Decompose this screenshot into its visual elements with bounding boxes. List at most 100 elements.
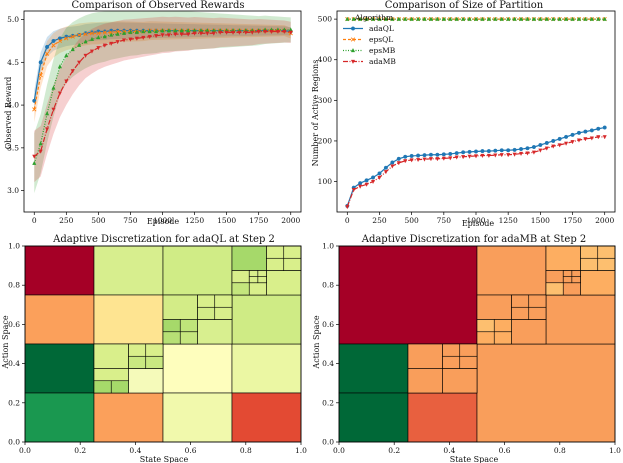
legend-entry: adaMB bbox=[369, 57, 396, 66]
data-point bbox=[493, 148, 498, 153]
data-point bbox=[134, 29, 139, 35]
data-point bbox=[77, 42, 82, 47]
data-point bbox=[396, 161, 401, 166]
data-point bbox=[557, 143, 562, 148]
region-cell bbox=[93, 392, 164, 443]
data-point bbox=[416, 16, 421, 21]
partition-chart-xlabel: Episode bbox=[462, 219, 495, 228]
data-point bbox=[154, 34, 159, 39]
region-cell bbox=[511, 294, 530, 308]
data-point bbox=[370, 179, 376, 184]
y-tick-label: 0.0 bbox=[8, 438, 20, 447]
data-point bbox=[128, 37, 133, 42]
data-point bbox=[531, 16, 536, 21]
data-point bbox=[370, 16, 376, 21]
region-cell bbox=[128, 343, 147, 357]
data-point bbox=[44, 51, 50, 56]
region-cell bbox=[179, 331, 198, 345]
data-point bbox=[422, 157, 427, 162]
data-point bbox=[480, 16, 485, 21]
region-cell bbox=[110, 380, 129, 394]
data-point bbox=[351, 188, 356, 193]
data-point bbox=[441, 152, 446, 157]
region-cell bbox=[511, 306, 530, 320]
data-point bbox=[589, 136, 594, 141]
region-cell bbox=[571, 270, 581, 277]
data-point bbox=[179, 28, 184, 33]
region-cell bbox=[476, 319, 495, 333]
y-tick-label: 3.5 bbox=[7, 143, 19, 152]
x-tick-label: 1000 bbox=[466, 216, 485, 225]
region-cell bbox=[476, 343, 616, 443]
data-point bbox=[350, 37, 356, 42]
region-cell bbox=[562, 270, 573, 277]
legend-entry: epsQL bbox=[369, 35, 393, 44]
region-cell bbox=[476, 331, 495, 345]
region-cell bbox=[257, 276, 267, 284]
data-point bbox=[102, 30, 107, 35]
x-tick-label: 250 bbox=[59, 216, 74, 225]
y-tick-label: 0.0 bbox=[322, 438, 334, 447]
data-point bbox=[435, 152, 440, 157]
data-point bbox=[473, 16, 479, 21]
data-point bbox=[486, 149, 491, 154]
region-cell bbox=[162, 294, 198, 320]
y-tick-label: 0.2 bbox=[322, 398, 334, 407]
adaql-heatmap-title: Adaptive Discretization for adaQL at Ste… bbox=[52, 234, 275, 245]
x-tick-label: 250 bbox=[372, 216, 387, 225]
adamb-heatmap-xlabel: State Space bbox=[450, 455, 499, 463]
adamb-heatmap-title: Adaptive Discretization for adaMB at Ste… bbox=[361, 234, 587, 245]
data-point bbox=[506, 148, 511, 153]
data-point bbox=[570, 140, 575, 145]
data-point bbox=[596, 135, 601, 140]
data-point bbox=[480, 153, 485, 158]
data-point bbox=[512, 16, 517, 21]
data-point bbox=[256, 29, 261, 34]
data-point bbox=[109, 30, 114, 35]
region-cell bbox=[528, 294, 547, 308]
data-point bbox=[390, 164, 395, 169]
data-point bbox=[428, 157, 433, 162]
data-point bbox=[377, 171, 382, 176]
data-point bbox=[70, 47, 75, 52]
data-point bbox=[564, 134, 569, 139]
region-cell bbox=[231, 245, 267, 271]
data-point bbox=[364, 16, 369, 21]
y-tick-label: 0.6 bbox=[322, 320, 334, 329]
data-point bbox=[109, 41, 114, 46]
data-point bbox=[109, 32, 114, 37]
partition-chart-title: Comparison of Size of Partition bbox=[385, 0, 544, 11]
data-point bbox=[441, 16, 446, 21]
data-point bbox=[32, 160, 37, 165]
data-point bbox=[544, 16, 549, 21]
data-point bbox=[525, 146, 530, 151]
x-tick-label: 0.4 bbox=[129, 446, 141, 455]
region-cell bbox=[580, 245, 599, 259]
data-point bbox=[275, 29, 280, 34]
data-point bbox=[351, 16, 356, 21]
data-point bbox=[467, 149, 472, 154]
region-cell bbox=[459, 343, 478, 357]
data-point bbox=[390, 160, 395, 165]
data-point bbox=[96, 35, 101, 40]
y-tick-label: 4.5 bbox=[7, 58, 19, 67]
region-cell bbox=[231, 270, 250, 284]
data-point bbox=[371, 175, 376, 180]
region-cell bbox=[24, 343, 95, 394]
x-tick-label: 1.0 bbox=[609, 446, 621, 455]
x-tick-label: 500 bbox=[91, 216, 106, 225]
region-cell bbox=[162, 319, 181, 333]
data-point bbox=[499, 16, 504, 21]
data-point bbox=[57, 36, 62, 41]
region-cell bbox=[580, 270, 616, 296]
data-point bbox=[358, 16, 363, 21]
data-point bbox=[416, 153, 421, 158]
region-cell bbox=[476, 245, 547, 296]
data-point bbox=[51, 107, 56, 112]
data-point bbox=[230, 30, 236, 35]
region-cell bbox=[24, 392, 95, 443]
x-tick-label: 0 bbox=[345, 216, 350, 225]
data-point bbox=[364, 182, 369, 187]
region-cell bbox=[93, 245, 164, 296]
region-cell bbox=[93, 380, 112, 394]
